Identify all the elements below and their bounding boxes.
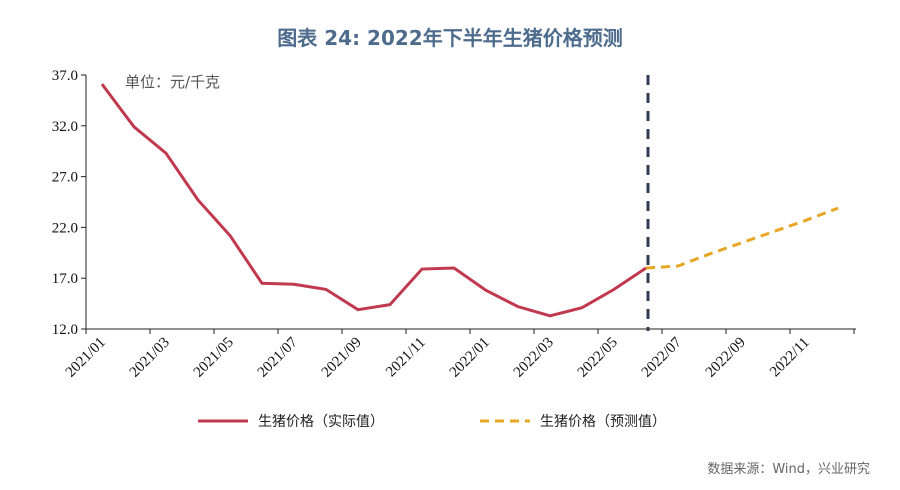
series-line-1 xyxy=(645,206,839,270)
x-tick-label: 2021/11 xyxy=(383,335,429,381)
x-tick-label: 2022/09 xyxy=(703,335,749,381)
chart-title: 图表 24: 2022年下半年生猪价格预测 xyxy=(277,26,623,50)
y-tick-label: 12.0 xyxy=(52,322,78,338)
x-tick-label: 2022/03 xyxy=(511,335,557,381)
legend-label: 生猪价格（预测值） xyxy=(540,414,666,430)
source-note: 数据来源：Wind，兴业研究 xyxy=(707,462,870,477)
x-tick-label: 2021/05 xyxy=(191,335,237,381)
x-tick-label: 2022/05 xyxy=(575,335,621,381)
x-tick-label: 2022/01 xyxy=(447,335,493,381)
x-tick-label: 2022/11 xyxy=(767,335,813,381)
y-tick-label: 37.0 xyxy=(52,68,78,84)
series-line-0 xyxy=(100,83,647,318)
unit-label: 单位：元/千克 xyxy=(125,73,220,91)
x-tick-label: 2022/07 xyxy=(639,334,685,380)
y-tick-label: 27.0 xyxy=(52,170,78,186)
legend-label: 生猪价格（实际值） xyxy=(258,414,384,430)
y-tick-label: 17.0 xyxy=(52,271,78,287)
y-tick-label: 32.0 xyxy=(52,119,78,135)
x-tick-label: 2021/01 xyxy=(63,335,109,381)
x-tick-label: 2021/03 xyxy=(127,335,173,381)
x-tick-label: 2021/09 xyxy=(319,335,365,381)
x-tick-label: 2021/07 xyxy=(255,334,301,380)
y-tick-label: 22.0 xyxy=(52,220,78,236)
